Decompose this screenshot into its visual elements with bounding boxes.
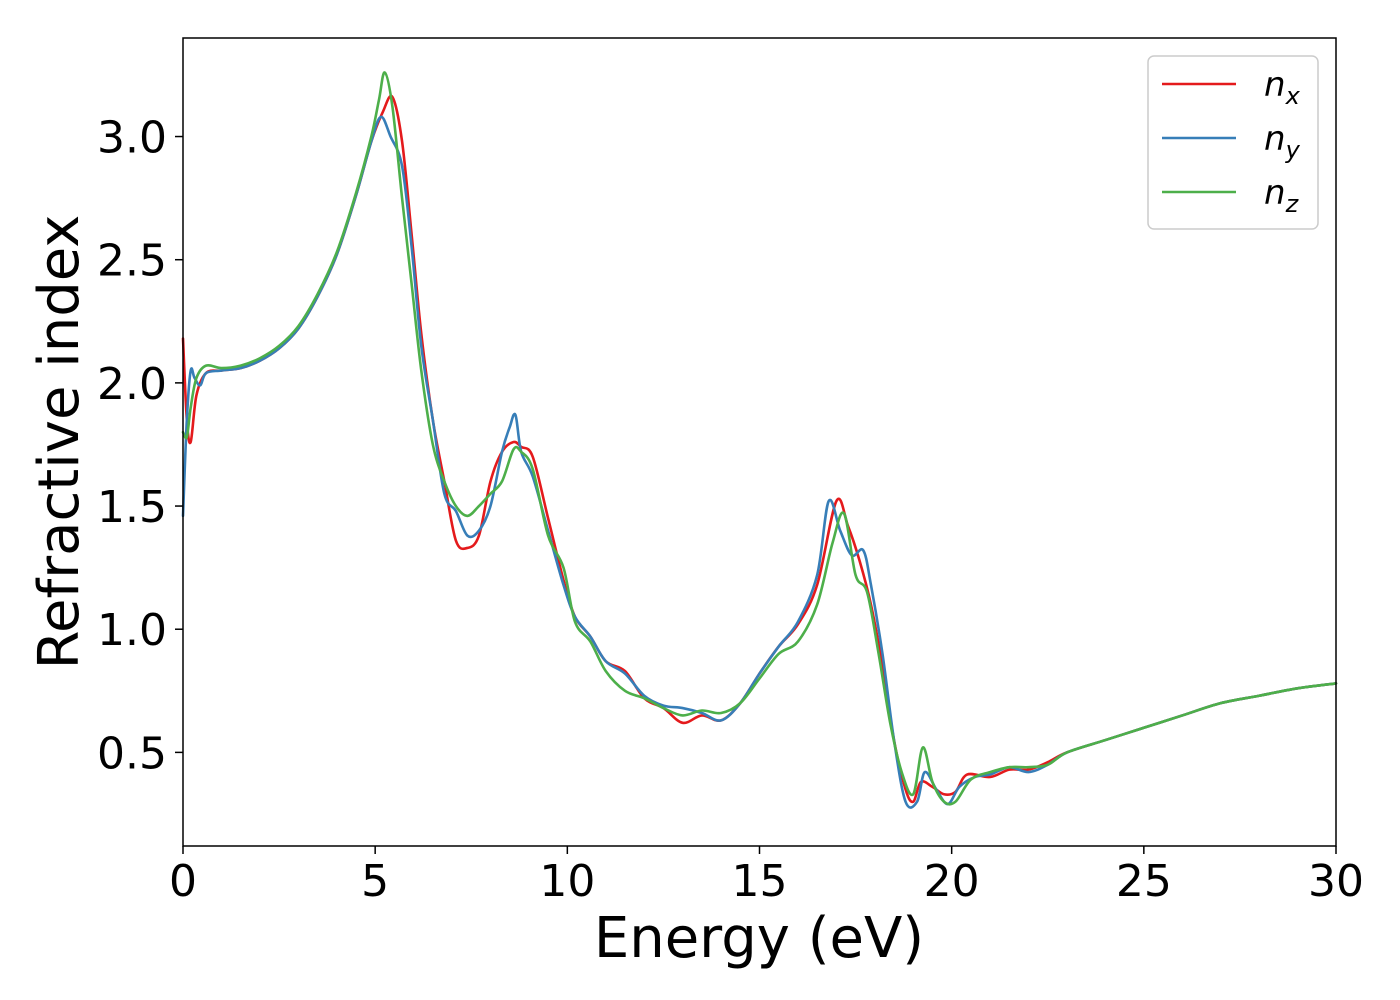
x-axis-ticks: 0 5 10 15 20 25 30 bbox=[169, 846, 1364, 907]
y-tick-label: 0.5 bbox=[97, 728, 167, 779]
x-tick-label: 0 bbox=[169, 856, 197, 907]
y-axis-ticks: 0.5 1.0 1.5 2.0 2.5 3.0 bbox=[97, 113, 183, 779]
x-tick-label: 25 bbox=[1116, 856, 1172, 907]
y-tick-label: 1.5 bbox=[97, 482, 167, 533]
series-layer bbox=[181, 71, 1338, 809]
x-tick-label: 20 bbox=[924, 856, 980, 907]
x-axis-label: Energy (eV) bbox=[594, 906, 924, 971]
y-tick-label: 3.0 bbox=[97, 113, 167, 164]
y-axis-label: Refractive index bbox=[27, 215, 92, 670]
x-tick-label: 5 bbox=[361, 856, 389, 907]
y-tick-label: 2.5 bbox=[97, 236, 167, 287]
legend-box bbox=[1147, 55, 1319, 230]
x-tick-label: 15 bbox=[732, 856, 788, 907]
series-line-n-z bbox=[181, 71, 1338, 806]
x-tick-label: 10 bbox=[539, 856, 595, 907]
y-tick-label: 1.0 bbox=[97, 605, 167, 656]
x-tick-label: 30 bbox=[1308, 856, 1364, 907]
plot-background bbox=[183, 38, 1336, 846]
y-tick-label: 2.0 bbox=[97, 359, 167, 410]
